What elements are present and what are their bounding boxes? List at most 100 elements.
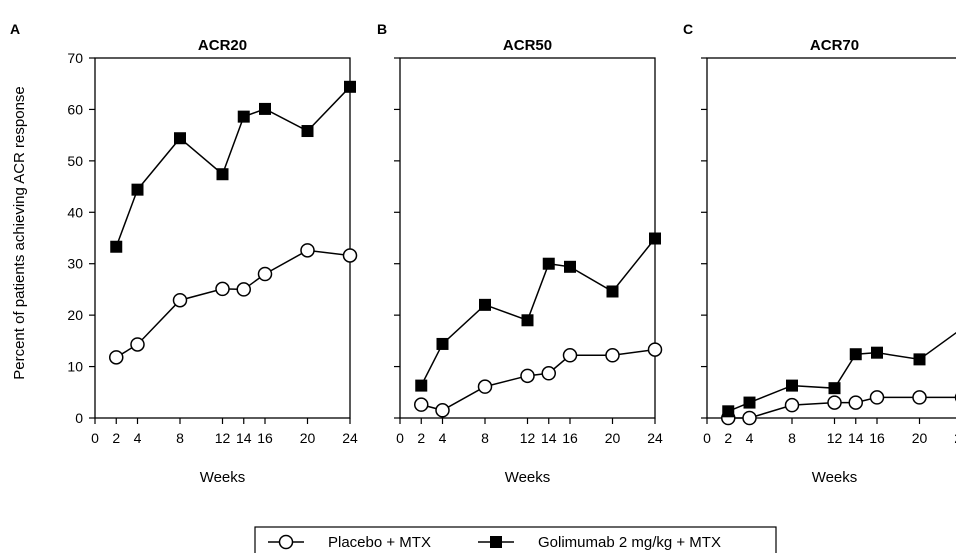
x-tick-label: 2 [724, 430, 732, 446]
golimumab-data-point [237, 110, 250, 123]
plot-frame [399, 57, 656, 419]
placebo-data-point [236, 282, 251, 297]
golimumab-data-point [110, 240, 123, 253]
legend-label: Placebo + MTX [328, 534, 431, 551]
x-tick-label: 0 [703, 430, 711, 446]
placebo-data-point [848, 395, 863, 410]
golimumab-data-point [849, 348, 862, 361]
placebo-data-point [130, 337, 145, 352]
placebo-data-point [300, 243, 315, 258]
x-tick-label: 16 [257, 430, 273, 446]
x-tick-label: 24 [342, 430, 358, 446]
golimumab-data-point [606, 285, 619, 298]
x-tick-label: 4 [746, 430, 754, 446]
legend-box [254, 526, 777, 553]
placebo-data-point [827, 395, 842, 410]
x-tick-label: 8 [176, 430, 184, 446]
x-tick-label: 24 [647, 430, 663, 446]
golimumab-data-point [479, 298, 491, 311]
placebo-data-point [435, 403, 450, 418]
y-tick-label: 0 [75, 410, 83, 426]
x-tick-label: 2 [112, 430, 120, 446]
golimumab-data-point [564, 260, 576, 273]
x-tick-label: 20 [605, 430, 621, 446]
placebo-data-point [562, 348, 578, 363]
x-tick-label: 0 [91, 430, 99, 446]
golimumab-data-point [913, 353, 926, 366]
placebo-data-point [520, 368, 535, 384]
y-tick-label: 60 [67, 101, 83, 117]
y-tick-label: 30 [67, 256, 83, 272]
x-tick-label: 12 [520, 430, 536, 446]
x-tick-label: 24 [954, 430, 956, 446]
x-tick-label: 16 [869, 430, 885, 446]
x-tick-label: 14 [236, 430, 252, 446]
placebo-data-point [172, 292, 188, 308]
y-tick-label: 40 [67, 204, 83, 220]
x-tick-label: 14 [541, 430, 557, 446]
golimumab-data-point [743, 396, 756, 409]
x-tick-label: 8 [788, 430, 796, 446]
x-tick-label: 2 [417, 430, 425, 446]
placebo-data-point [109, 350, 124, 365]
golimumab-data-point [344, 80, 356, 93]
placebo-data-point [912, 390, 927, 405]
plot-frame [94, 57, 351, 419]
y-tick-label: 10 [67, 359, 83, 375]
placebo-data-point [215, 281, 230, 297]
y-tick-label: 70 [67, 50, 83, 66]
x-tick-label: 20 [300, 430, 316, 446]
legend-marker-golimumab [490, 536, 502, 548]
placebo-data-point [257, 266, 273, 282]
golimumab-data-point [216, 168, 229, 181]
placebo-data-point [869, 390, 885, 405]
golimumab-data-point [131, 183, 144, 196]
x-tick-label: 0 [396, 430, 404, 446]
golimumab-data-point [259, 102, 271, 115]
x-tick-label: 4 [134, 430, 142, 446]
placebo-data-point [541, 366, 556, 381]
golimumab-data-point [722, 405, 735, 418]
panel-letter: C [683, 21, 693, 37]
x-tick-label: 12 [827, 430, 843, 446]
golimumab-data-point [786, 379, 798, 392]
legend-marker-placebo [278, 534, 294, 550]
chart-panel-c: CACR7002481214162024Weeks [683, 21, 956, 486]
placebo-series-line [421, 348, 656, 412]
placebo-data-point [342, 248, 358, 263]
panel-title: ACR50 [503, 37, 552, 54]
golimumab-data-point [542, 257, 555, 270]
golimumab-data-point [871, 346, 883, 359]
legend-label: Golimumab 2 mg/kg + MTX [538, 534, 721, 551]
golimumab-data-point [828, 382, 841, 395]
golimumab-series-line [115, 86, 351, 248]
panel-letter: B [377, 21, 387, 37]
x-tick-label: 8 [481, 430, 489, 446]
x-tick-label: 14 [848, 430, 864, 446]
golimumab-data-point [436, 337, 449, 350]
placebo-data-point [784, 397, 800, 413]
placebo-data-point [605, 348, 620, 363]
golimumab-data-point [415, 379, 428, 392]
x-tick-label: 20 [912, 430, 928, 446]
placebo-data-point [742, 410, 757, 426]
x-tick-label: 16 [562, 430, 578, 446]
placebo-data-point [647, 342, 663, 357]
panel-title: ACR20 [198, 37, 247, 54]
golimumab-series-line [727, 331, 956, 413]
y-axis-label: Percent of patients achieving ACR respon… [11, 86, 28, 380]
legend-items: Placebo + MTX Golimumab 2 mg/kg + MTX [268, 534, 721, 551]
x-axis-label: Weeks [505, 469, 551, 486]
golimumab-data-point [301, 125, 314, 138]
golimumab-data-point [174, 132, 186, 145]
placebo-data-point [414, 397, 429, 412]
golimumab-series-line [420, 238, 656, 386]
panel-letter: A [10, 21, 20, 37]
x-tick-label: 12 [215, 430, 231, 446]
panel-title: ACR70 [810, 37, 859, 54]
placebo-data-point [477, 379, 493, 394]
